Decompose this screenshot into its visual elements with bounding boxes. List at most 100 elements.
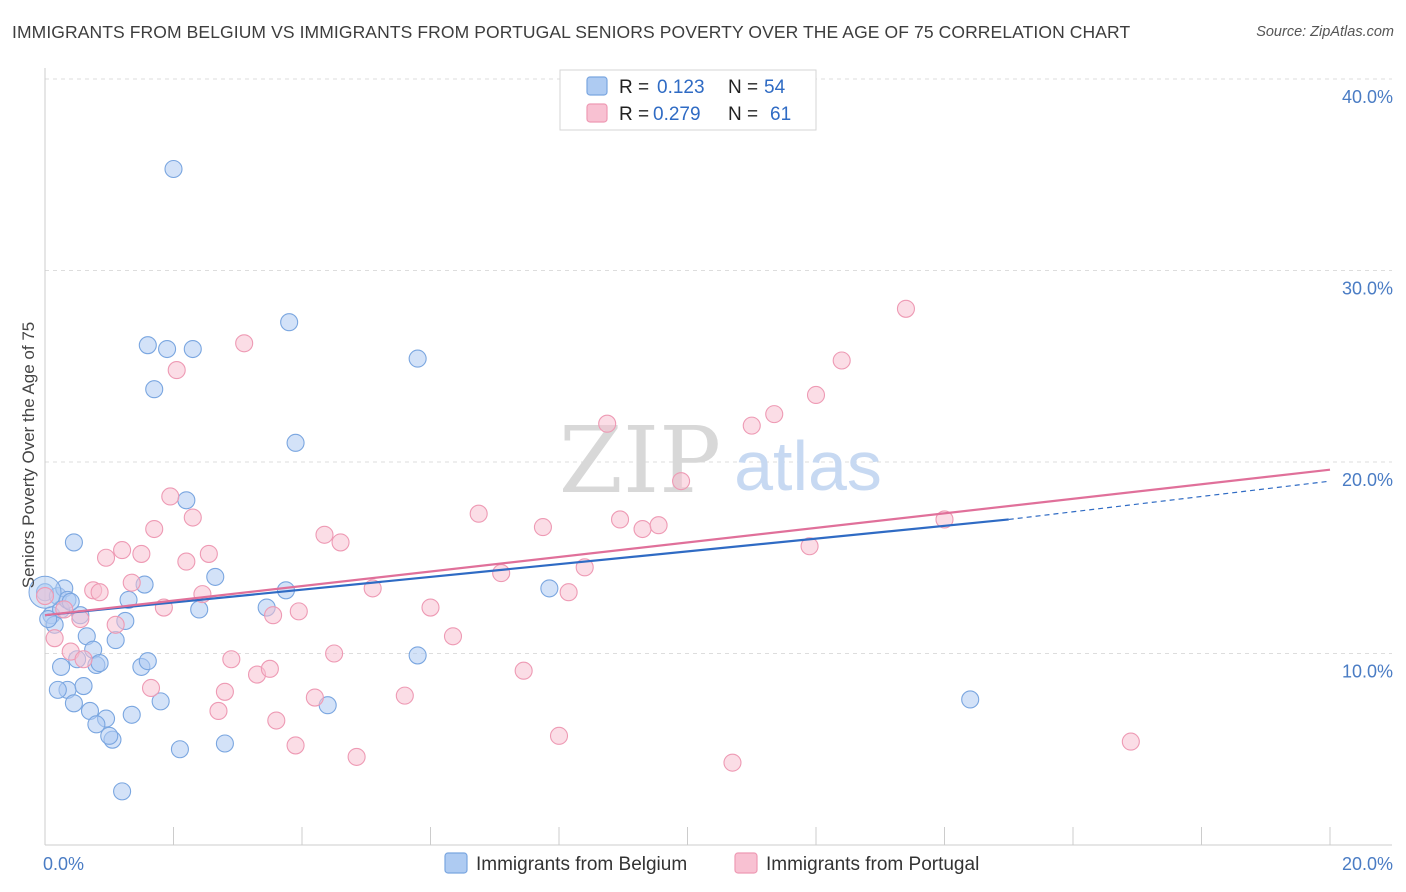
portugal-trend-line	[44, 468, 1331, 617]
legend-portugal-r-label: R =	[619, 104, 649, 125]
portugal-point	[177, 552, 196, 571]
portugal-point	[598, 414, 617, 433]
x-tick-label-0: 0.0%	[43, 854, 84, 874]
legend-belgium-r-value: 0.123	[657, 77, 705, 98]
tick-labels: 10.0% 20.0% 30.0% 40.0% 0.0% 20.0%	[43, 87, 1393, 874]
belgium-point	[138, 336, 157, 355]
trend-lines	[44, 468, 1331, 617]
belgium-point	[48, 680, 67, 699]
bottom-legend-belgium-label: Immigrants from Belgium	[476, 854, 687, 875]
belgium-point	[170, 740, 189, 759]
belgium-point	[408, 646, 427, 665]
belgium-point	[64, 694, 83, 713]
portugal-point	[289, 602, 308, 621]
portugal-point	[935, 510, 954, 529]
portugal-point	[167, 361, 186, 380]
belgium-point	[122, 705, 141, 724]
belgium-point	[87, 715, 106, 734]
portugal-point	[209, 701, 228, 721]
belgium-point	[113, 782, 132, 801]
belgium-point	[90, 654, 109, 673]
belgium-point	[158, 339, 177, 359]
portugal-point	[533, 518, 552, 537]
belgium-point	[151, 692, 170, 711]
portugal-point	[742, 416, 761, 435]
portugal-point	[347, 747, 366, 766]
x-tick-label-20: 20.0%	[1342, 854, 1393, 874]
belgium-point	[286, 433, 305, 452]
belgium-point	[119, 590, 138, 609]
belgium-point	[74, 677, 93, 696]
portugal-point	[549, 726, 569, 745]
portugal-point	[832, 351, 851, 370]
portugal-point	[106, 615, 125, 634]
portugal-point	[235, 334, 254, 353]
watermark: ZIP atlas	[559, 407, 882, 514]
portugal-point	[122, 573, 141, 592]
portugal-point	[765, 405, 784, 424]
y-tick-label-10: 10.0%	[1342, 662, 1393, 682]
portugal-point	[331, 533, 350, 552]
legend-belgium-n-value: 54	[764, 77, 786, 98]
portugal-point	[286, 736, 305, 755]
portugal-points	[35, 299, 1140, 772]
belgium-point	[52, 657, 71, 676]
watermark-zip: ZIP	[559, 407, 721, 514]
belgium-point	[138, 652, 157, 671]
portugal-point	[492, 564, 511, 583]
portugal-point	[800, 537, 819, 556]
portugal-point	[305, 688, 324, 707]
legend-portugal-n-label: N =	[728, 104, 758, 125]
portugal-point	[1121, 732, 1140, 751]
bottom-legend-belgium-swatch	[444, 852, 468, 874]
belgium-point	[177, 491, 196, 510]
portugal-point	[633, 519, 652, 539]
chart-title: IMMIGRANTS FROM BELGIUM VS IMMIGRANTS FR…	[12, 22, 1131, 42]
belgium-point	[145, 380, 164, 399]
portugal-point	[55, 600, 74, 619]
portugal-point	[395, 686, 414, 705]
portugal-point	[90, 583, 109, 602]
portugal-point	[806, 385, 826, 405]
portugal-point	[559, 583, 578, 602]
belgium-point	[183, 339, 202, 359]
belgium-trend-line	[44, 518, 1009, 617]
legend-belgium-r-label: R =	[619, 77, 649, 98]
legend-portugal-n-value: 61	[770, 104, 791, 125]
y-tick-label-40: 40.0%	[1342, 87, 1393, 107]
portugal-point	[325, 644, 344, 663]
portugal-point	[113, 541, 132, 560]
portugal-point	[96, 548, 116, 567]
source-label: Source: ZipAtlas.com	[1256, 24, 1394, 40]
correlation-legend: R = 0.123 N = 54 R = 0.279 N = 61	[559, 69, 817, 131]
portugal-point	[260, 659, 279, 678]
belgium-point	[100, 726, 119, 745]
legend-belgium-n-label: N =	[728, 77, 758, 98]
portugal-point	[199, 544, 218, 563]
axes	[44, 68, 1392, 846]
portugal-point	[35, 586, 55, 606]
belgium-point	[408, 349, 427, 368]
portugal-point	[141, 678, 161, 698]
portugal-point	[145, 519, 164, 539]
y-tick-label-30: 30.0%	[1342, 279, 1393, 299]
belgium-point	[164, 159, 183, 179]
portugal-point	[421, 598, 440, 617]
gridlines	[45, 78, 1392, 654]
portugal-point	[132, 544, 151, 563]
portugal-point	[161, 487, 180, 506]
belgium-point	[206, 567, 225, 586]
portugal-point	[315, 525, 334, 544]
legend-portugal-swatch	[586, 103, 608, 123]
belgium-point	[190, 600, 209, 619]
belgium-point	[215, 734, 234, 753]
legend-portugal-r-value: 0.279	[653, 104, 701, 125]
legend-belgium-swatch	[586, 76, 608, 96]
belgium-point	[961, 690, 980, 709]
y-tick-label-20: 20.0%	[1342, 470, 1393, 490]
portugal-point	[215, 682, 234, 701]
portugal-point	[45, 629, 64, 648]
portugal-point	[672, 472, 691, 491]
portugal-point	[469, 504, 488, 523]
